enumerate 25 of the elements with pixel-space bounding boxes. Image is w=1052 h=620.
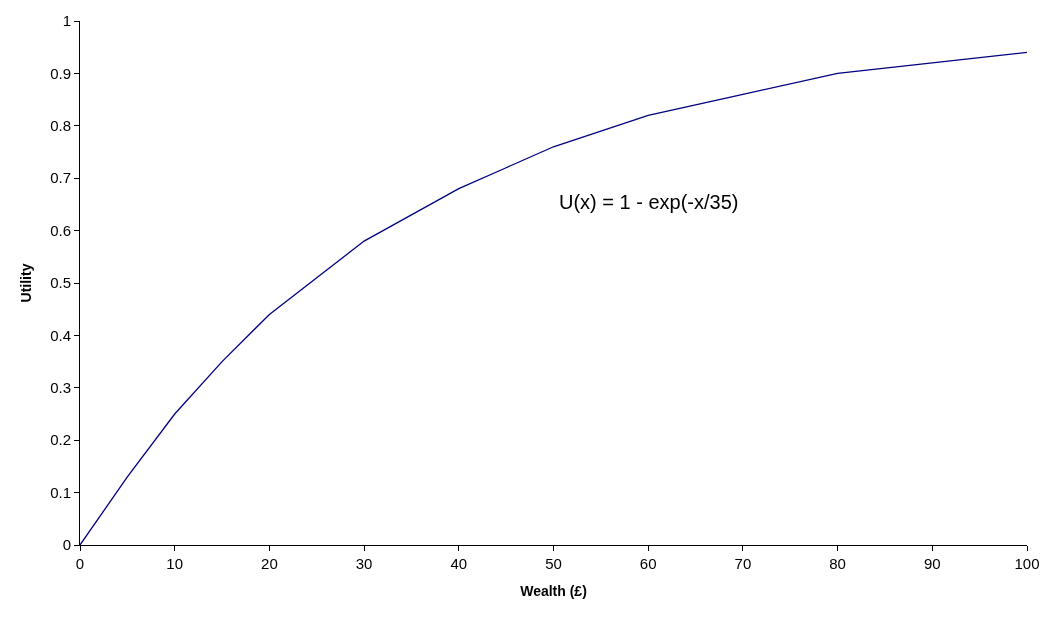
x-tick-label: 60 xyxy=(639,555,657,572)
y-tick-label: 0.9 xyxy=(50,64,71,82)
x-tick-label: 90 xyxy=(923,555,941,572)
x-tick-label: 100 xyxy=(1014,555,1040,572)
x-tick-label: 30 xyxy=(355,555,373,572)
x-tick-label: 0 xyxy=(75,555,85,572)
x-tick-label: 40 xyxy=(450,555,468,572)
x-tick-label: 10 xyxy=(166,555,184,572)
y-tick-label: 0 xyxy=(62,536,71,554)
y-tick-label: 1 xyxy=(62,12,71,30)
annotation: U(x) = 1 - exp(-x/35) xyxy=(559,191,739,213)
x-tick-label: 20 xyxy=(261,555,278,572)
x-tick-label: 50 xyxy=(545,555,562,572)
y-tick-label: 0.3 xyxy=(50,379,71,397)
y-tick-label: 0.4 xyxy=(50,326,71,344)
y-tick-label: 0.8 xyxy=(50,117,71,135)
y-tick-label: 0.6 xyxy=(50,221,71,239)
x-tick-label: 80 xyxy=(829,555,846,572)
y-axis-title: Utility xyxy=(17,263,34,303)
y-tick-label: 0.2 xyxy=(50,431,71,449)
x-tick-label: 70 xyxy=(734,555,752,572)
y-tick-label: 0.5 xyxy=(50,274,71,292)
y-tick-label: 0.7 xyxy=(50,169,71,187)
y-tick-label: 0.1 xyxy=(50,483,71,501)
x-axis-title: Wealth (£) xyxy=(520,583,587,600)
